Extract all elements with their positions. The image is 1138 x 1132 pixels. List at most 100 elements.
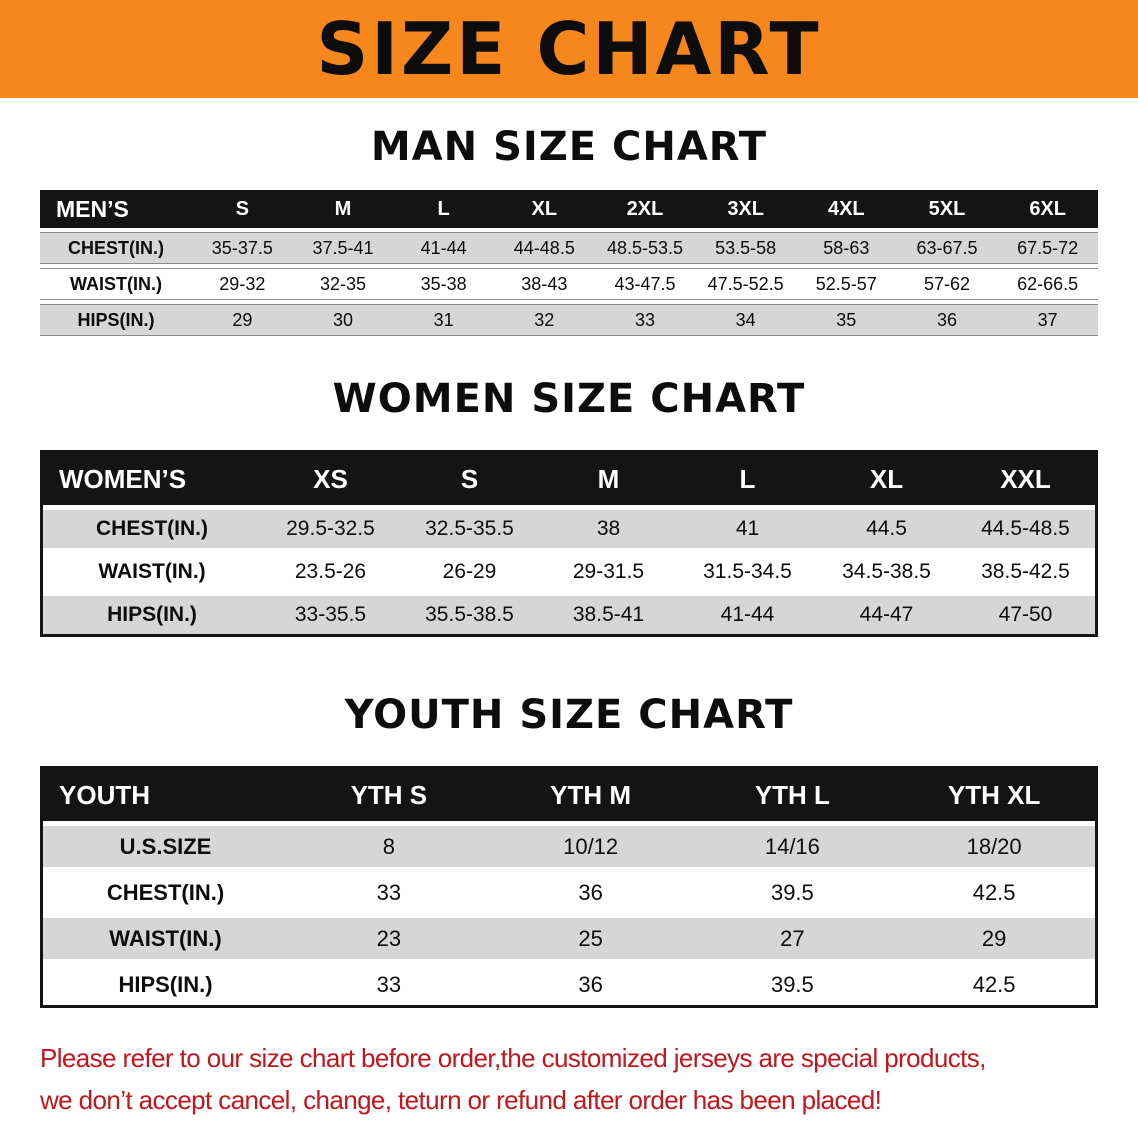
cell: 41-44 bbox=[720, 603, 775, 626]
table-header-row: YOUTH YTH S YTH M YTH L YTH XL bbox=[43, 769, 1095, 821]
cell: 32-35 bbox=[319, 273, 367, 294]
cell: 62-66.5 bbox=[1017, 273, 1079, 294]
cell: 35-37.5 bbox=[211, 237, 273, 258]
cell: 36 bbox=[578, 879, 603, 905]
table-row: CHEST(IN.) 35-37.5 37.5-41 41-44 44-48.5 48.5… bbox=[40, 232, 1098, 264]
cell: S bbox=[460, 463, 479, 494]
women-section-title: WOMEN SIZE CHART bbox=[332, 376, 806, 422]
cell: 43-47.5 bbox=[614, 273, 676, 294]
cell: XL bbox=[869, 463, 904, 494]
table-row: U.S.SIZE 8 10/12 14/16 18/20 bbox=[43, 826, 1095, 867]
row-label: HIPS(IN.) bbox=[118, 971, 213, 997]
row-label: YOUTH bbox=[59, 779, 150, 810]
cell: 52.5-57 bbox=[815, 273, 877, 294]
cell: 47-50 bbox=[998, 603, 1053, 626]
cell: XXL bbox=[1000, 463, 1051, 494]
cell: 30 bbox=[332, 309, 353, 330]
cell: 57-62 bbox=[923, 273, 971, 294]
cell: 23.5-26 bbox=[294, 560, 367, 583]
cell: YTH M bbox=[550, 779, 632, 810]
cell: 29-32 bbox=[219, 273, 266, 294]
row-label: CHEST(IN.) bbox=[68, 237, 164, 258]
table-header-row: WOMEN’S XS S M L XL XXL bbox=[43, 453, 1095, 505]
row-label: WAIST(IN.) bbox=[109, 925, 222, 951]
cell: 44.5 bbox=[866, 517, 907, 540]
cell: S bbox=[235, 197, 249, 220]
cell: L bbox=[739, 463, 756, 494]
cell: 29 bbox=[232, 309, 253, 330]
row-label: WOMEN’S bbox=[59, 463, 187, 494]
cell: 14/16 bbox=[764, 833, 820, 859]
youth-size-table: YOUTH YTH S YTH M YTH L YTH XL U.S.SIZE 8 10/12… bbox=[40, 766, 1098, 1008]
cell: 6XL bbox=[1029, 197, 1066, 220]
table-row: WAIST(IN.) 23.5-26 26-29 29-31.5 31.5-34.5 34… bbox=[43, 553, 1095, 591]
cell: 42.5 bbox=[972, 971, 1016, 997]
men-section-title: MAN SIZE CHART bbox=[370, 124, 768, 170]
cell: 37 bbox=[1037, 309, 1058, 330]
youth-section-title: YOUTH SIZE CHART bbox=[344, 692, 794, 738]
cell: L bbox=[437, 197, 450, 220]
cell: 41 bbox=[735, 517, 760, 540]
men-size-table: MEN’S S M L XL 2XL 3XL 4XL 5XL 6XL CHEST(IN.) 35-37… bbox=[40, 190, 1098, 336]
footer-note: Please refer to our size chart before or… bbox=[40, 1038, 1098, 1121]
cell: YTH XL bbox=[947, 779, 1041, 810]
cell: 38.5-42.5 bbox=[981, 560, 1070, 583]
cell: 33 bbox=[376, 971, 402, 997]
cell: 38-43 bbox=[521, 273, 568, 294]
cell: 2XL bbox=[626, 197, 664, 220]
cell: 33-35.5 bbox=[294, 603, 367, 626]
table-row: CHEST(IN.) 29.5-32.5 32.5-35.5 38 41 44.5 44.5… bbox=[43, 510, 1095, 548]
row-label: MEN’S bbox=[56, 195, 129, 222]
cell: 29.5-32.5 bbox=[286, 517, 375, 540]
cell: 27 bbox=[780, 925, 805, 951]
cell: 41-44 bbox=[420, 237, 467, 258]
table-row: CHEST(IN.) 33 36 39.5 42.5 bbox=[43, 872, 1095, 913]
table-row: HIPS(IN.) 33-35.5 35.5-38.5 38.5-41 41-44 44-… bbox=[43, 596, 1095, 634]
cell: 29 bbox=[981, 925, 1007, 951]
row-label: HIPS(IN.) bbox=[77, 309, 155, 330]
cell: XS bbox=[313, 463, 348, 494]
row-label: WAIST(IN.) bbox=[98, 560, 206, 583]
cell: 37.5-41 bbox=[312, 237, 374, 258]
cell: 39.5 bbox=[770, 879, 814, 905]
cell: 44-47 bbox=[859, 603, 914, 626]
cell: 4XL bbox=[827, 197, 865, 220]
cell: 63-67.5 bbox=[916, 237, 978, 258]
cell: 26-29 bbox=[442, 560, 497, 583]
cell: 36 bbox=[936, 309, 957, 330]
cell: 39.5 bbox=[770, 971, 814, 997]
row-label: HIPS(IN.) bbox=[107, 603, 197, 626]
cell: M bbox=[334, 197, 352, 220]
cell: 8 bbox=[382, 833, 395, 859]
cell: 29-31.5 bbox=[572, 560, 645, 583]
row-label: WAIST(IN.) bbox=[70, 273, 162, 294]
women-size-table: WOMEN’S XS S M L XL XXL CHEST(IN.) 29.5-32.5 32.5… bbox=[40, 450, 1098, 637]
cell: 33 bbox=[634, 309, 655, 330]
cell: 31 bbox=[433, 309, 454, 330]
cell: 67.5-72 bbox=[1017, 237, 1079, 258]
cell: YTH S bbox=[350, 779, 428, 810]
cell: 31.5-34.5 bbox=[703, 560, 792, 583]
cell: 35 bbox=[836, 309, 857, 330]
row-label: CHEST(IN.) bbox=[96, 517, 208, 540]
cell: 36 bbox=[578, 971, 603, 997]
page-title: SIZE CHART bbox=[316, 7, 822, 91]
cell: 18/20 bbox=[966, 833, 1022, 859]
cell: 34.5-38.5 bbox=[842, 560, 931, 583]
row-label: U.S.SIZE bbox=[119, 833, 212, 859]
table-row: WAIST(IN.) 23 25 27 29 bbox=[43, 918, 1095, 959]
cell: 32.5-35.5 bbox=[425, 517, 514, 540]
table-row: HIPS(IN.) 29 30 31 32 33 34 35 36 37 bbox=[40, 304, 1098, 336]
cell: 35-38 bbox=[420, 273, 467, 294]
cell: YTH L bbox=[754, 779, 830, 810]
cell: XL bbox=[531, 197, 558, 220]
cell: 58-63 bbox=[823, 237, 870, 258]
table-row: HIPS(IN.) 33 36 39.5 42.5 bbox=[43, 964, 1095, 1005]
cell: 5XL bbox=[928, 197, 966, 220]
cell: 53.5-58 bbox=[715, 237, 777, 258]
row-label: CHEST(IN.) bbox=[106, 879, 225, 905]
footer-line-1: Please refer to our size chart before or… bbox=[40, 1043, 986, 1073]
cell: 35.5-38.5 bbox=[425, 603, 514, 626]
cell: 44.5-48.5 bbox=[981, 517, 1070, 540]
